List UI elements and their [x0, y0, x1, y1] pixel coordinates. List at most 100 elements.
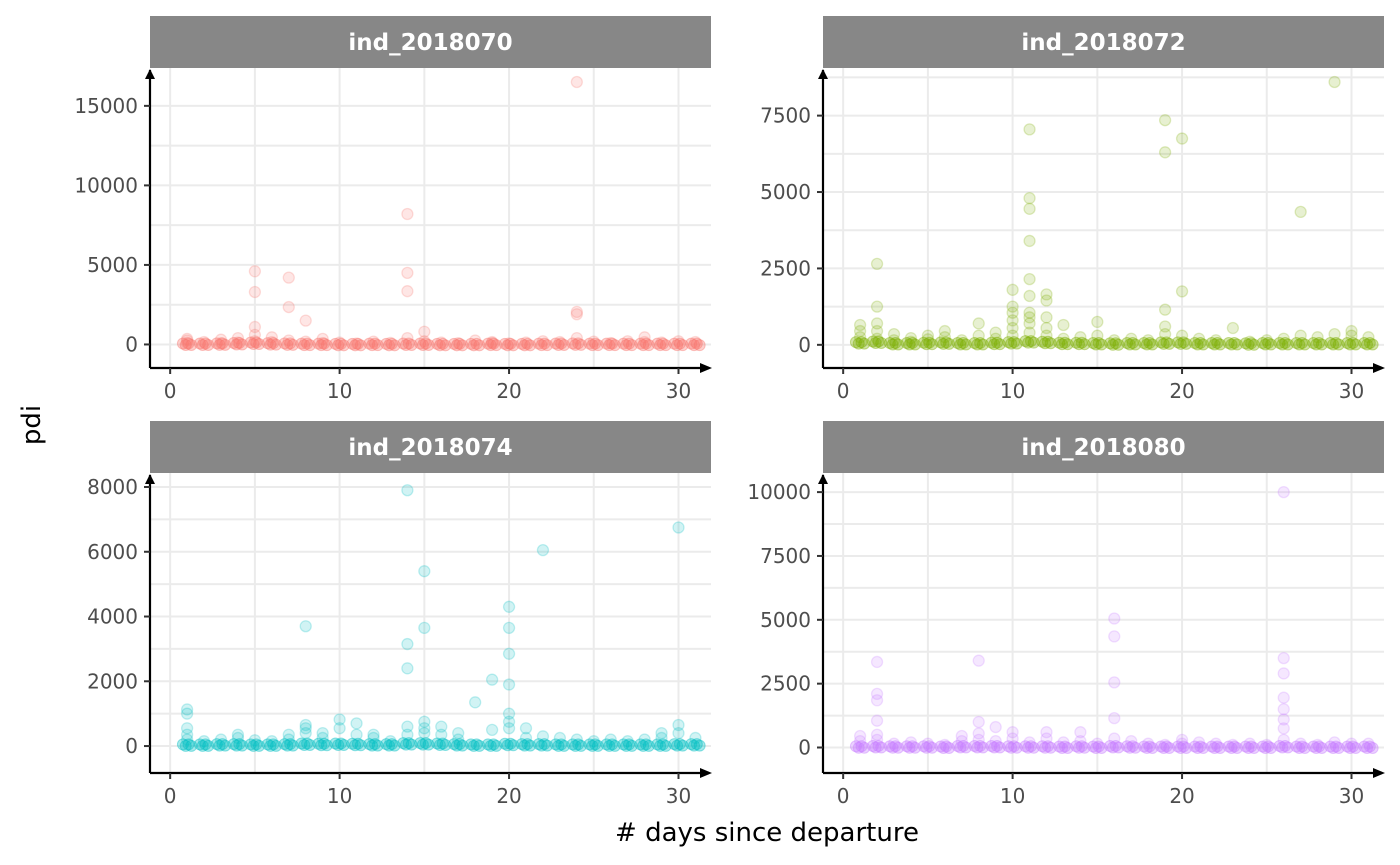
data-point: [521, 337, 534, 350]
facet-strip-label: ind_2018072: [1021, 30, 1185, 56]
data-point: [541, 339, 554, 352]
data-point: [1225, 741, 1238, 754]
data-point: [419, 737, 432, 750]
data-point: [236, 739, 249, 752]
data-point: [1142, 737, 1155, 750]
data-point: [485, 723, 499, 737]
data-point: [1197, 741, 1210, 754]
data-point: [416, 738, 429, 751]
data-point: [951, 336, 964, 349]
data-point: [870, 733, 884, 746]
data-point: [621, 335, 634, 348]
data-point: [401, 207, 414, 221]
data-point: [1091, 315, 1104, 329]
data-point: [371, 739, 384, 752]
data-point: [1095, 338, 1108, 351]
data-point: [299, 314, 312, 327]
data-point: [549, 738, 562, 751]
data-point: [346, 737, 359, 750]
data-point: [638, 733, 651, 746]
data-point: [299, 718, 312, 732]
data-point: [673, 337, 686, 350]
data-point: [1345, 324, 1358, 338]
data-point: [685, 337, 698, 350]
data-point: [185, 739, 198, 752]
x-tick-label: 0: [164, 379, 177, 403]
data-point: [968, 739, 981, 752]
data-point: [553, 335, 567, 349]
data-point: [502, 707, 516, 720]
data-point: [216, 337, 229, 350]
data-point: [1296, 336, 1309, 349]
data-point: [892, 741, 905, 754]
data-point: [672, 726, 685, 740]
data-point: [1157, 337, 1170, 350]
data-point: [1040, 329, 1053, 342]
data-point: [589, 738, 602, 751]
data-point: [1362, 737, 1375, 750]
data-point: [346, 337, 359, 350]
data-point: [1307, 336, 1320, 349]
data-point: [1329, 336, 1342, 349]
data-point: [1349, 741, 1362, 754]
data-point: [849, 740, 862, 753]
data-point: [1363, 740, 1376, 753]
data-point: [1070, 740, 1083, 753]
data-point: [993, 741, 1006, 754]
data-point: [900, 740, 913, 753]
data-point: [971, 741, 984, 754]
data-point: [216, 738, 229, 751]
data-point: [989, 720, 1002, 734]
data-point: [213, 338, 226, 351]
data-point: [267, 738, 280, 751]
data-point: [904, 736, 918, 749]
data-point: [1041, 335, 1054, 348]
data-point: [555, 738, 568, 751]
data-point: [456, 339, 469, 352]
data-point: [971, 338, 984, 351]
data-point: [422, 339, 435, 352]
data-point: [1346, 336, 1359, 349]
data-point: [452, 337, 465, 350]
data-point: [689, 731, 702, 745]
data-point: [484, 339, 497, 352]
data-point: [957, 739, 970, 752]
data-point: [502, 600, 516, 613]
data-point: [261, 738, 274, 751]
data-point: [870, 300, 884, 313]
data-point: [485, 335, 499, 349]
data-point: [600, 337, 613, 350]
data-point: [968, 336, 981, 349]
facet-strip: [823, 16, 1384, 68]
data-point: [1214, 338, 1227, 351]
data-point: [333, 722, 346, 735]
data-point: [1112, 741, 1125, 754]
data-point: [1366, 741, 1379, 754]
x-tick-label: 10: [327, 784, 352, 808]
data-point: [872, 739, 885, 752]
data-point: [414, 737, 427, 750]
data-point: [886, 741, 899, 754]
y-tick-label: 7500: [760, 544, 811, 568]
data-point: [1276, 338, 1289, 351]
data-point: [1160, 336, 1173, 349]
data-point: [1194, 336, 1207, 349]
data-point: [236, 338, 249, 351]
data-point: [672, 718, 685, 732]
data-point: [433, 339, 446, 352]
data-point: [401, 662, 414, 675]
data-point: [1074, 726, 1087, 739]
data-point: [354, 739, 367, 752]
data-point: [524, 339, 537, 352]
data-point: [1040, 288, 1053, 301]
data-point: [587, 335, 600, 348]
data-point: [414, 337, 427, 350]
data-point: [625, 739, 638, 752]
data-point: [938, 738, 951, 752]
panel-ind_2018072: ind_2018072 0 2500 5000 7500 0 10 20 30: [760, 16, 1385, 403]
data-point: [1040, 311, 1053, 324]
data-point: [1089, 741, 1102, 754]
data-point: [1092, 740, 1105, 753]
data-point: [1192, 332, 1206, 345]
data-point: [1121, 740, 1134, 753]
